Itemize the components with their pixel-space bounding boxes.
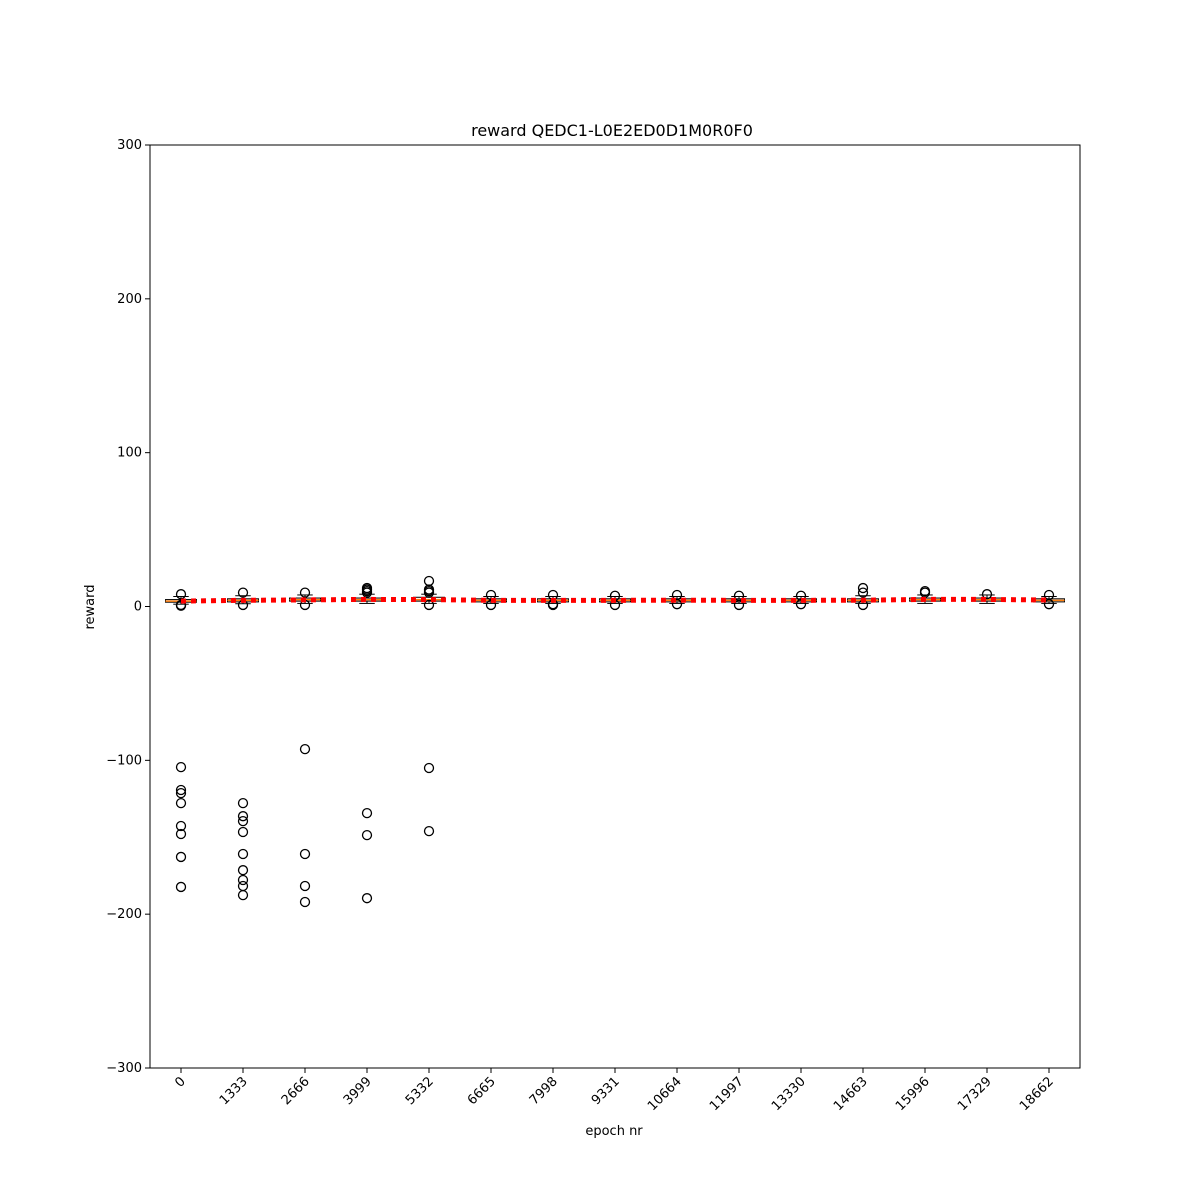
outlier <box>175 797 187 809</box>
outlier <box>361 829 373 841</box>
outlier <box>299 880 311 892</box>
outlier <box>175 787 187 799</box>
outlier <box>175 881 187 893</box>
outlier <box>423 762 435 774</box>
outlier <box>857 582 869 594</box>
x-axis-label: epoch nr <box>585 1124 643 1139</box>
x-tick-label: 13330 <box>769 1074 809 1114</box>
y-tick-label: 300 <box>117 138 142 153</box>
outlier <box>299 587 311 598</box>
outlier <box>237 587 249 598</box>
outlier <box>361 582 373 594</box>
x-tick-label: 9331 <box>589 1074 623 1108</box>
y-tick-label: 0 <box>134 600 142 615</box>
outlier <box>423 575 435 587</box>
outlier <box>299 896 311 908</box>
outlier <box>981 589 993 600</box>
outlier <box>857 587 869 598</box>
y-tick-label: −100 <box>106 753 142 768</box>
outlier <box>423 825 435 837</box>
outlier <box>919 585 931 597</box>
y-tick-label: 100 <box>117 446 142 461</box>
x-tick-label: 11997 <box>707 1074 747 1114</box>
outlier <box>299 743 311 755</box>
outlier <box>237 797 249 809</box>
plot-frame <box>149 144 1081 1069</box>
x-tick-label: 2666 <box>279 1074 313 1108</box>
outlier <box>361 807 373 819</box>
outlier <box>175 851 187 863</box>
x-tick-label: 0 <box>172 1074 188 1090</box>
outlier <box>237 865 249 876</box>
outlier <box>733 590 745 601</box>
outlier <box>237 848 249 860</box>
outlier <box>361 893 373 904</box>
outlier <box>423 599 435 611</box>
x-tick-label: 18662 <box>1017 1074 1057 1114</box>
x-tick-label: 5332 <box>403 1074 437 1108</box>
y-tick-label: 200 <box>117 292 142 307</box>
chart-title: reward QEDC1-L0E2ED0D1M0R0F0 <box>471 121 753 140</box>
y-tick-label: −300 <box>106 1061 142 1076</box>
x-tick-label: 7998 <box>527 1074 561 1108</box>
outlier <box>175 828 187 840</box>
outlier <box>1043 589 1055 601</box>
outlier <box>237 815 249 827</box>
y-tick-label: −200 <box>106 907 142 922</box>
y-axis-label: reward <box>83 584 98 629</box>
outlier <box>237 826 249 838</box>
outlier <box>237 874 249 886</box>
x-tick-label: 1333 <box>217 1074 251 1108</box>
outlier <box>237 811 249 822</box>
x-tick-label: 14663 <box>831 1074 871 1114</box>
x-tick-label: 15996 <box>893 1074 933 1114</box>
x-tick-label: 17329 <box>955 1074 995 1114</box>
outlier <box>237 889 249 901</box>
x-tick-label: 6665 <box>465 1074 499 1108</box>
outlier <box>671 589 683 601</box>
mean-line <box>180 596 1050 604</box>
outlier <box>237 880 249 892</box>
x-tick-label: 10664 <box>645 1074 685 1114</box>
outlier <box>175 761 187 773</box>
outlier <box>175 784 187 796</box>
outlier <box>175 820 187 832</box>
x-tick-label: 3999 <box>341 1074 375 1108</box>
outlier <box>299 848 311 860</box>
